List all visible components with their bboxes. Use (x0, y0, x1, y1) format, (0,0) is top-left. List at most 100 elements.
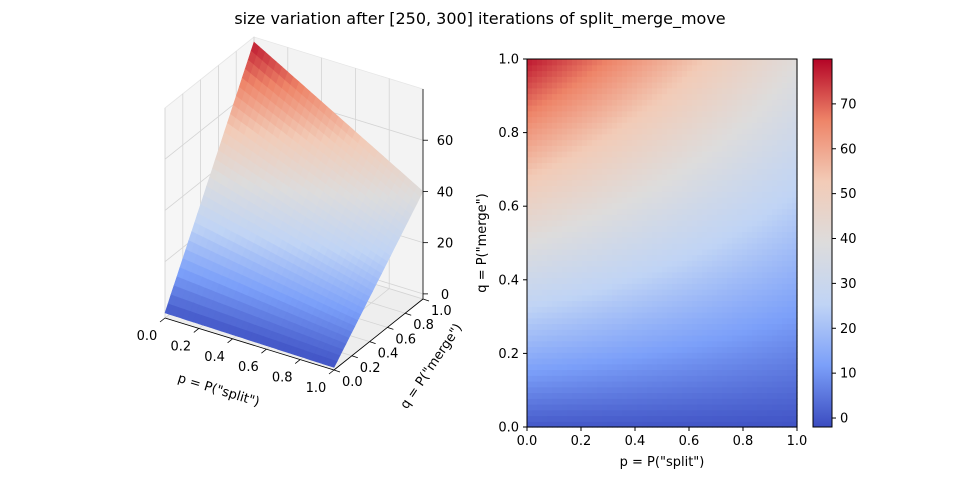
heatmap-cell (687, 248, 693, 256)
heatmap-cell (527, 145, 533, 152)
heatmap-cell (737, 323, 743, 330)
heatmap-cell (717, 151, 723, 158)
heatmap-cell (602, 369, 608, 376)
heatmap-cell (647, 174, 653, 181)
heatmap-cell (677, 306, 683, 313)
heatmap-cell (607, 231, 613, 238)
heatmap-cell (632, 87, 638, 95)
heatmap-cell (547, 93, 553, 100)
heatmap-cell (532, 220, 538, 227)
heatmap-cell (687, 191, 693, 198)
heatmap-cell (757, 76, 763, 83)
heatmap-cell (767, 174, 773, 181)
heatmap-cell (577, 133, 583, 141)
surface-3d-plot: 0.00.20.40.60.81.0 0.00.20.40.60.81.00204… (137, 36, 466, 412)
heatmap-cell (692, 260, 698, 267)
heatmap-cell (742, 248, 748, 256)
heatmap-cell (567, 87, 573, 95)
heatmap-cell (712, 409, 718, 417)
heatmap-cell (587, 128, 593, 135)
heatmap-cell (707, 185, 713, 192)
heatmap-cell (757, 358, 763, 365)
heatmap-cell (562, 202, 568, 210)
heatmap-cell (542, 231, 548, 238)
heatmap-cell (602, 87, 608, 95)
heatmap-cell (762, 294, 768, 302)
heatmap-cell (627, 392, 633, 399)
heatmap-cell (787, 214, 793, 221)
heatmap-cell (737, 271, 743, 279)
heatmap-cell (587, 220, 593, 227)
heatmap-cell (647, 231, 653, 238)
heatmap-cell (657, 260, 663, 267)
heatmap-cell (762, 220, 768, 227)
heatmap-cell (692, 110, 698, 118)
heatmap-cell (702, 133, 708, 141)
heatmap-cell (777, 312, 783, 319)
heatmap-cell (717, 306, 723, 313)
heatmap-cell (622, 93, 628, 100)
heatmap-cell (637, 202, 643, 210)
heatmap-cell (752, 110, 758, 118)
heatmap-cell (647, 122, 653, 129)
heatmap-cell (707, 122, 713, 129)
heatmap-cell (777, 76, 783, 83)
heatmap-cell (632, 323, 638, 330)
heatmap-cell (657, 145, 663, 152)
heatmap-x-axis-label: p = P("split") (620, 455, 705, 470)
heatmap-cell (672, 415, 678, 422)
heatmap-cell (632, 179, 638, 187)
heatmap-cell (712, 202, 718, 210)
heatmap-cell (537, 93, 543, 100)
heatmap-cell (642, 116, 648, 123)
heatmap-cell (677, 220, 683, 227)
heatmap-cell (787, 266, 793, 273)
heatmap-cell (707, 237, 713, 244)
heatmap-cell (747, 231, 753, 238)
heatmap-cell (657, 87, 663, 95)
heatmap-cell (762, 151, 768, 158)
heatmap-cell (597, 168, 603, 175)
heatmap-cell (532, 312, 538, 319)
heatmap-cell (622, 392, 628, 399)
heatmap-cell (572, 70, 578, 77)
heatmap-cell (677, 404, 683, 411)
heatmap-cell (742, 329, 748, 336)
heatmap-cell (607, 110, 613, 118)
heatmap-cell (727, 243, 733, 250)
heatmap-cell (612, 197, 618, 204)
heatmap-cell (717, 294, 723, 302)
heatmap-cell (682, 70, 688, 77)
heatmap-cell (732, 225, 738, 233)
heatmap-cell (622, 128, 628, 135)
heatmap-cell (692, 312, 698, 319)
heatmap-cell (777, 381, 783, 388)
heatmap-cell (567, 369, 573, 376)
heatmap-cell (697, 208, 703, 215)
heatmap-cell (532, 237, 538, 244)
heatmap-cell (707, 277, 713, 284)
heatmap-cell (732, 231, 738, 238)
heatmap-cell (557, 156, 563, 164)
heatmap-cell (687, 105, 693, 112)
heatmap-cell (667, 105, 673, 112)
heatmap-cell (767, 415, 773, 422)
heatmap-cell (787, 76, 793, 83)
heatmap-cell (777, 220, 783, 227)
heatmap-cell (702, 237, 708, 244)
heatmap-cell (682, 214, 688, 221)
heatmap-cell (532, 369, 538, 376)
heatmap-cell (692, 133, 698, 141)
heatmap-cell (737, 266, 743, 273)
heatmap-cell (737, 404, 743, 411)
heatmap-cell (792, 398, 798, 405)
heatmap-cell (632, 369, 638, 376)
heatmap-cell (762, 139, 768, 146)
heatmap-cell (602, 116, 608, 123)
heatmap-cell (787, 122, 793, 129)
heatmap-cell (642, 323, 648, 330)
heatmap-cell (617, 283, 623, 290)
heatmap-cell (777, 70, 783, 77)
heatmap-cell (622, 283, 628, 290)
heatmap-y-tick-label: 1.0 (498, 53, 519, 68)
